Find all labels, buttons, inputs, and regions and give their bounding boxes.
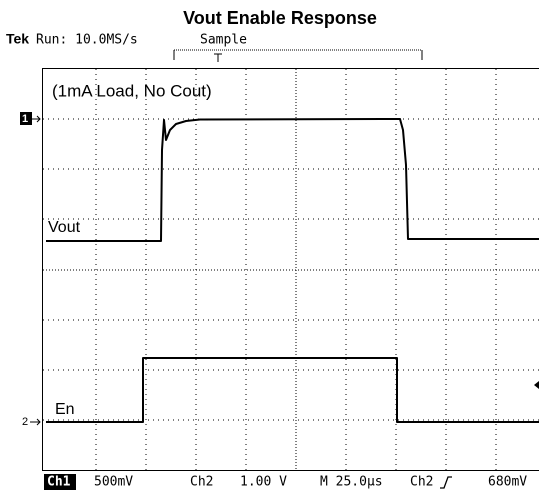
status-ch1: Ch1 <box>47 475 71 490</box>
screen-border <box>42 68 539 471</box>
trace-marker: 2 <box>22 416 28 428</box>
marker-arrow <box>30 418 41 426</box>
trigger-marker <box>534 381 539 389</box>
run-rate: Run: 10.0MS/s <box>36 33 138 48</box>
graticule <box>43 69 539 470</box>
acq-mode: Sample <box>200 33 247 48</box>
status-timebase: M 25.0µs <box>320 475 383 490</box>
ch1-box <box>44 474 76 490</box>
marker-box <box>20 112 32 125</box>
title: Vout Enable Response <box>183 8 377 28</box>
en-trace <box>46 357 539 423</box>
trigger-slope-icon <box>440 476 452 489</box>
vout-trace <box>46 118 539 242</box>
annotation: (1mA Load, No Cout) <box>52 81 212 100</box>
trace-marker: 1 <box>22 113 28 125</box>
status-trigger-level: 680mV <box>488 475 527 490</box>
record-bracket <box>173 49 423 62</box>
trace-label: En <box>55 401 75 418</box>
status-ch2-scale: 1.00 V <box>240 475 287 490</box>
status-ch1-scale: 500mV <box>94 475 133 490</box>
brand: Tek <box>6 31 29 47</box>
status-ch2: Ch2 <box>190 475 213 490</box>
status-trigger-source: Ch2 <box>410 475 433 490</box>
marker-arrow <box>32 115 41 123</box>
trace-label: Vout <box>48 219 81 236</box>
